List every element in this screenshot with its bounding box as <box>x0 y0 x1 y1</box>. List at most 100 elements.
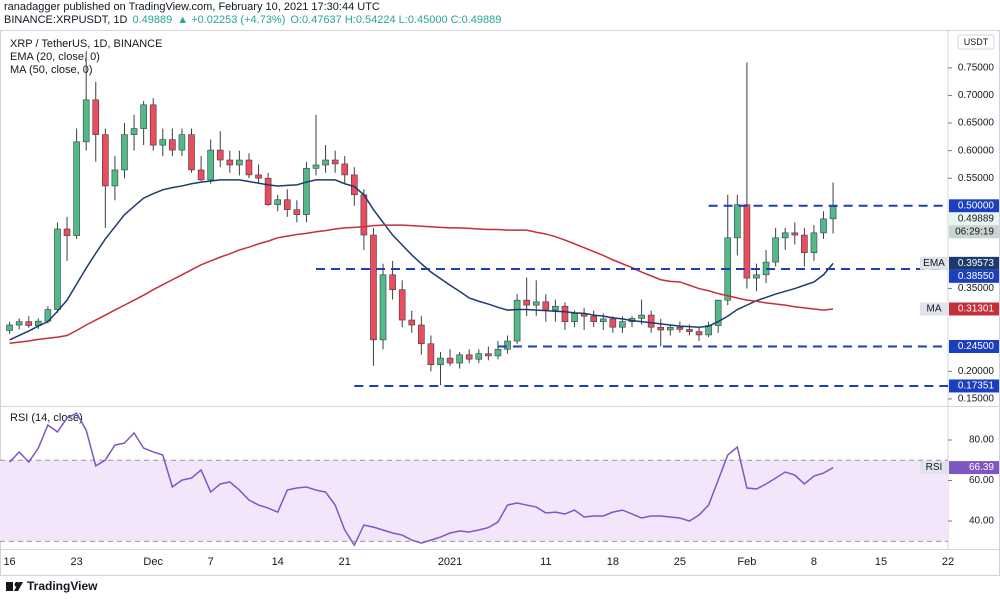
x-tick-label: Dec <box>143 556 163 568</box>
candle-body <box>341 163 349 176</box>
candle-body <box>446 357 454 364</box>
candle-body <box>619 321 626 328</box>
symbol: BINANCE:XRPUSDT, 1D <box>4 14 128 26</box>
candle-body <box>647 314 655 328</box>
series-last-tag: RSI <box>926 462 943 473</box>
candle-body <box>590 315 597 322</box>
candle-body <box>312 164 320 169</box>
brand: TradingView <box>27 579 98 593</box>
candle-body <box>599 318 607 322</box>
series-last-tag-box <box>920 461 948 475</box>
series-last-box <box>949 256 999 270</box>
series-last: 0.31301 <box>958 304 995 315</box>
main-title: XRP / TetherUS, 1D, BINANCE <box>10 38 162 50</box>
candle-body <box>504 340 511 350</box>
published-line: ranadagger published on TradingView.com,… <box>4 1 380 13</box>
candle-body <box>351 174 358 196</box>
candle-body <box>331 159 339 165</box>
candle-body <box>159 139 167 146</box>
last-price-box <box>949 212 999 226</box>
level-label: 0.50000 <box>958 200 995 211</box>
legend-ma: MA (50, close, 0) <box>10 64 93 76</box>
legend-ema: EMA (20, close, 0) <box>10 51 100 63</box>
candle-body <box>140 104 147 129</box>
rsi-pane <box>0 412 948 547</box>
candle-body <box>552 305 559 311</box>
candle-body <box>609 318 617 328</box>
candle-body <box>418 324 425 345</box>
countdown-box <box>949 225 999 239</box>
y-tick-label: 0.65000 <box>958 118 995 129</box>
currency-box <box>957 34 995 50</box>
candle-body <box>389 274 396 290</box>
candle-body <box>111 169 119 187</box>
x-tick-label: 23 <box>70 556 82 568</box>
candle-body <box>264 177 272 206</box>
price: 0.49889 <box>132 14 172 26</box>
x-tick-label: 25 <box>674 556 686 568</box>
candle-body <box>188 134 195 171</box>
x-tick-label: 2021 <box>438 556 462 568</box>
candle-body <box>236 159 243 166</box>
y-tick-label: 0.55000 <box>958 173 995 184</box>
x-tick-label: Feb <box>737 556 756 568</box>
x-tick-label: 14 <box>272 556 284 568</box>
level-label-box <box>949 379 999 393</box>
candle-body <box>149 104 157 146</box>
candle-body <box>829 206 837 220</box>
series-last-box <box>949 461 999 475</box>
candle-body <box>532 301 540 306</box>
series-last-box <box>949 302 999 316</box>
candle-body <box>820 218 827 234</box>
y-tick-label: 0.60000 <box>958 145 995 156</box>
series-last-tag: EMA <box>923 258 945 269</box>
y-tick-label: 0.70000 <box>958 90 995 101</box>
candle-body <box>370 234 377 341</box>
candle-body <box>561 305 569 322</box>
candle-body <box>207 149 214 181</box>
y-tick-label: 60.00 <box>969 475 994 486</box>
candle-body <box>638 314 645 319</box>
candle-body <box>197 169 205 181</box>
currency: USDT <box>964 37 989 47</box>
candle-body <box>255 174 262 179</box>
level-label-box <box>949 269 999 283</box>
series-line <box>9 412 834 547</box>
level-label: 0.24500 <box>958 341 995 352</box>
candle-body <box>92 99 100 135</box>
x-tick-label: 8 <box>811 556 817 568</box>
candle-body <box>169 139 176 151</box>
candle-body <box>485 353 492 357</box>
candle-body <box>322 159 329 166</box>
candle-body <box>475 353 483 360</box>
ohlc: O:0.47637 H:0.54224 L:0.45000 C:0.49889 <box>290 14 501 26</box>
candle-body <box>734 204 741 239</box>
candle-body <box>494 348 502 357</box>
candle-body <box>73 141 80 236</box>
series-last-tag-box <box>920 302 948 316</box>
y-tick-label: 80.00 <box>969 435 994 446</box>
candle-body <box>398 289 406 321</box>
candle-body <box>54 228 61 310</box>
candle-body <box>753 274 760 279</box>
candle-body <box>456 354 463 364</box>
level-label: 0.38550 <box>958 271 995 282</box>
candle-body <box>293 209 301 215</box>
candle-body <box>408 319 416 326</box>
candle-body <box>801 234 808 254</box>
candle-body <box>63 228 71 236</box>
x-tick-label: 18 <box>607 556 619 568</box>
series-line <box>9 179 834 341</box>
level-label-box <box>949 340 999 354</box>
last-price: 0.49889 <box>958 213 995 224</box>
candle-body <box>437 357 444 366</box>
x-tick-label: 7 <box>208 556 214 568</box>
brand-logo <box>6 582 23 591</box>
candle-body <box>216 149 224 161</box>
candle-body <box>676 326 684 330</box>
price-axis: 0.15000 0.20000 0.35000 0.55000 0.60000 0.650… <box>920 63 999 527</box>
candle-body <box>274 199 281 206</box>
candle-body <box>82 99 90 143</box>
series-last-tag-box <box>920 256 948 270</box>
